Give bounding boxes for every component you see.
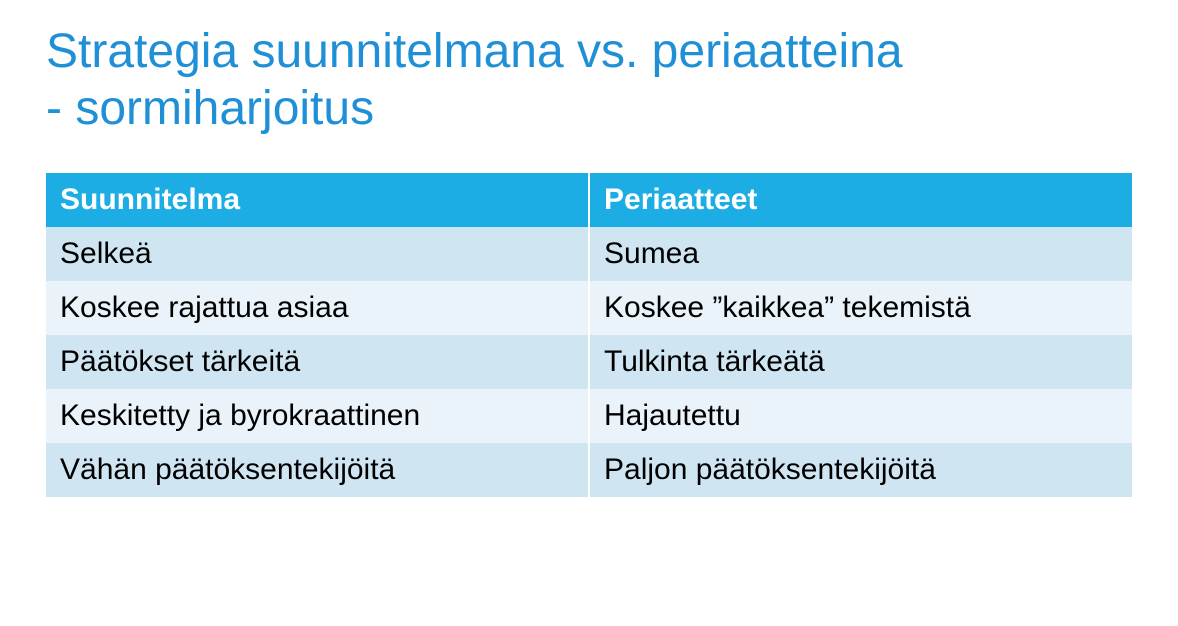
table-row: Selkeä Sumea [46,227,1132,281]
table-cell: Paljon päätöksentekijöitä [589,443,1132,497]
table-header-cell: Periaatteet [589,173,1132,227]
table-header-row: Suunnitelma Periaatteet [46,173,1132,227]
slide: Strategia suunnitelmana vs. periaatteina… [0,0,1178,497]
table-row: Koskee rajattua asiaa Koskee ”kaikkea” t… [46,281,1132,335]
table-cell: Päätökset tärkeitä [46,335,589,389]
table-cell: Koskee ”kaikkea” tekemistä [589,281,1132,335]
table-header-cell: Suunnitelma [46,173,589,227]
table-cell: Sumea [589,227,1132,281]
slide-title: Strategia suunnitelmana vs. periaatteina… [46,24,1132,137]
table-cell: Hajautettu [589,389,1132,443]
title-line-2: - sormiharjoitus [46,82,374,135]
table-cell: Tulkinta tärkeätä [589,335,1132,389]
title-line-1: Strategia suunnitelmana vs. periaatteina [46,25,903,78]
comparison-table: Suunnitelma Periaatteet Selkeä Sumea Kos… [46,173,1132,497]
table-cell: Vähän päätöksentekijöitä [46,443,589,497]
table-row: Keskitetty ja byrokraattinen Hajautettu [46,389,1132,443]
table-row: Päätökset tärkeitä Tulkinta tärkeätä [46,335,1132,389]
table-row: Vähän päätöksentekijöitä Paljon päätökse… [46,443,1132,497]
table-cell: Keskitetty ja byrokraattinen [46,389,589,443]
table-cell: Selkeä [46,227,589,281]
table-cell: Koskee rajattua asiaa [46,281,589,335]
